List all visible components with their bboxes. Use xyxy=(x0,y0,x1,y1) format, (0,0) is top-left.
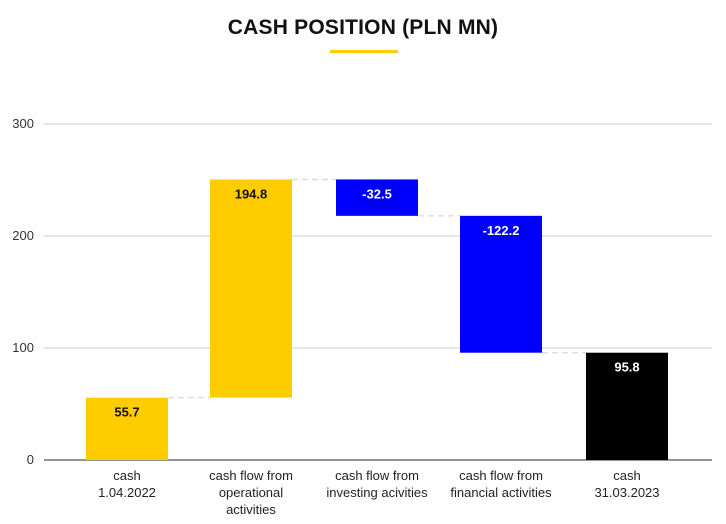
bar xyxy=(210,179,292,398)
title-underline xyxy=(330,50,398,53)
data-label: -122.2 xyxy=(483,223,520,238)
x-category-label: cash flow from xyxy=(335,468,419,483)
bar xyxy=(86,397,168,460)
connector-lines xyxy=(168,178,586,399)
chart-title: CASH POSITION (PLN MN) xyxy=(227,16,499,39)
x-category-label: cash xyxy=(613,468,640,483)
x-category-label: 31.03.2023 xyxy=(594,485,659,500)
y-tick-label: 0 xyxy=(27,452,34,467)
y-tick-label: 100 xyxy=(12,340,34,355)
bar xyxy=(460,215,542,353)
value-labels: 55.7 194.8 -32.5 -122.2 95.8 xyxy=(114,186,639,419)
x-category-label: operational xyxy=(219,485,283,500)
y-tick-label: 200 xyxy=(12,228,34,243)
y-tick-label: 300 xyxy=(12,116,34,131)
data-label: 95.8 xyxy=(614,360,639,375)
x-category-label: investing acivities xyxy=(326,485,428,500)
data-label: -32.5 xyxy=(362,186,392,201)
x-category-label: cash flow from xyxy=(209,468,293,483)
data-label: 194.8 xyxy=(235,186,268,201)
x-category-label: financial activities xyxy=(450,485,552,500)
bars xyxy=(86,179,668,460)
x-category-label: cash xyxy=(113,468,140,483)
bar xyxy=(336,179,418,216)
data-label: 55.7 xyxy=(114,405,139,420)
bar xyxy=(586,352,668,460)
x-category-label: 1.04.2022 xyxy=(98,485,156,500)
x-category-label: cash flow from xyxy=(459,468,543,483)
x-category-label: activities xyxy=(226,502,276,517)
axis-labels: 0 100 200 300 cash 1.04.2022 cash flow from ope… xyxy=(12,116,659,517)
